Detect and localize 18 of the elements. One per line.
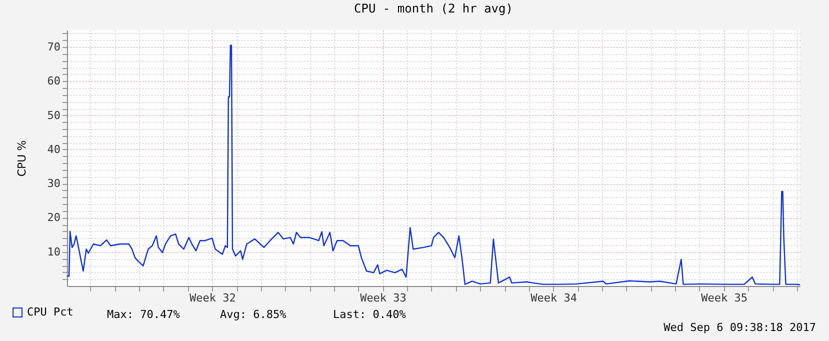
x-tick-label: Week 32 [190,292,236,304]
legend-label: CPU Pct [27,306,74,318]
y-tick-label: 10 [47,245,60,258]
y-tick-label: 70 [47,40,60,54]
text: Last: 0.40% [333,308,406,321]
y-tick-label: 60 [47,74,60,88]
x-tick-label: Week 34 [530,292,578,304]
y-tick-label: 30 [47,177,60,190]
text: Avg: 6.85% [220,308,287,321]
y-tick-label: 40 [47,142,60,156]
y-tick-label: 20 [47,211,60,224]
text: Max: 70.47% [107,308,180,321]
x-tick-label: Week 33 [360,292,406,304]
chart-title: CPU - month (2 hr avg) [354,1,513,16]
x-tick-label: Week 35 [701,292,748,304]
text: Wed Sep 6 09:38:18 2017 [664,321,816,334]
y-tick-label: 50 [47,108,60,122]
y-axis-title: CPU % [15,140,28,177]
